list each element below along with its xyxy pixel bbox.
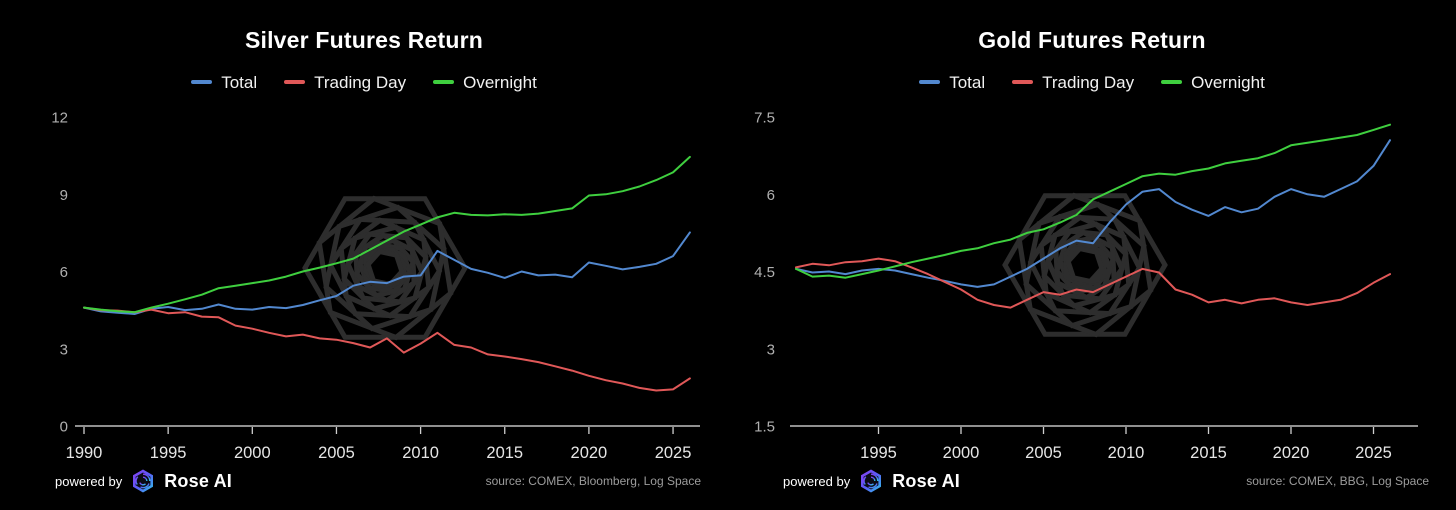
series-line-overnight (795, 123, 1391, 279)
y-axis-tick-label: 3 (60, 341, 68, 358)
x-axis-tick-label: 2005 (318, 444, 355, 462)
y-axis-tick-label: 4.5 (754, 264, 775, 281)
panel-silver: Silver Futures Return Total Trading Day … (0, 27, 728, 498)
total-line-swatch-icon (919, 80, 941, 84)
series-line-total (83, 231, 691, 315)
y-axis-tick-label: 6 (767, 187, 775, 204)
powered-by-text: powered by (55, 473, 123, 489)
x-axis-tick-label: 1995 (860, 444, 897, 462)
x-axis-tick-label: 2025 (1355, 444, 1392, 462)
x-axis-tick-label: 2010 (1108, 444, 1145, 462)
rose-ai-logo-icon (133, 469, 154, 493)
series-line-overnight (83, 155, 691, 314)
legend-gold: Total Trading Day Overnight (728, 71, 1456, 93)
x-axis-tick-label: 2005 (1025, 444, 1062, 462)
rose-watermark-icon (302, 195, 468, 341)
x-axis-tick-label: 2025 (655, 444, 692, 462)
footer-silver: powered by (55, 464, 701, 498)
chart-title-gold: Gold Futures Return (978, 27, 1206, 53)
x-axis-tick-label: 2000 (943, 444, 980, 462)
total-line-swatch-icon (191, 80, 213, 84)
series-line-total (795, 139, 1391, 288)
y-axis-tick-label: 0 (60, 419, 68, 436)
y-axis-tick-label: 9 (60, 187, 68, 204)
rose-ai-logo-icon (861, 469, 882, 493)
powered-by-text: powered by (783, 473, 851, 489)
legend-item-trading-day: Trading Day (1012, 74, 1134, 91)
x-axis-tick-label: 1990 (66, 444, 103, 462)
legend-item-overnight: Overnight (433, 74, 537, 91)
footer-gold: powered by Rose AI source: COMEX, BBG, L… (783, 464, 1429, 498)
source-caption-gold: source: COMEX, BBG, Log Space (1246, 474, 1429, 488)
legend-item-total: Total (191, 74, 257, 91)
x-axis-tick-label: 2015 (1190, 444, 1227, 462)
y-axis-tick-label: 1.5 (754, 419, 775, 436)
overnight-line-swatch-icon (1161, 80, 1183, 84)
source-caption-silver: source: COMEX, Bloomberg, Log Space (485, 474, 701, 488)
x-axis-tick-label: 2020 (1273, 444, 1310, 462)
legend-label-trading-day: Trading Day (314, 72, 407, 92)
legend-item-total: Total (919, 74, 985, 91)
trading-day-line-swatch-icon (284, 80, 306, 84)
powered-by-group: powered by (55, 468, 232, 494)
x-axis-tick-label: 2020 (571, 444, 608, 462)
legend-label-trading-day: Trading Day (1042, 72, 1135, 92)
rose-watermark-icon (1002, 192, 1168, 338)
legend-label-overnight: Overnight (463, 72, 537, 92)
legend-label-total: Total (221, 72, 258, 92)
legend-label-total: Total (949, 72, 986, 92)
series-line-trading-day (83, 306, 691, 392)
legend-silver: Total Trading Day Overnight (0, 71, 728, 93)
y-axis-tick-label: 7.5 (754, 110, 775, 127)
brand-name: Rose AI (164, 470, 232, 491)
chart-plot-gold: 1.5 3 4.5 6 7.5 1995 2000 2005 2010 2015 2020 2025 (754, 110, 1418, 462)
brand-name: Rose AI (892, 470, 960, 491)
trading-day-line-swatch-icon (1012, 80, 1034, 84)
legend-label-overnight: Overnight (1191, 72, 1265, 92)
x-axis-tick-label: 1995 (150, 444, 187, 462)
x-axis-tick-label: 2000 (234, 444, 271, 462)
series-line-trading-day (795, 257, 1391, 309)
panel-gold: Gold Futures Return Total Trading Day Ov… (728, 0, 1456, 510)
legend-item-trading-day: Trading Day (284, 74, 406, 91)
x-axis-tick-label: 2015 (486, 444, 523, 462)
overnight-line-swatch-icon (433, 80, 455, 84)
chart-title-silver: Silver Futures Return (244, 27, 484, 53)
legend-item-overnight: Overnight (1161, 74, 1265, 91)
y-axis-tick-label: 6 (60, 264, 68, 281)
x-axis-tick-label: 2010 (402, 444, 439, 462)
powered-by-group: powered by Rose AI (783, 468, 960, 494)
y-axis-tick-label: 3 (767, 341, 775, 358)
chart-plot-silver: 0 3 6 9 12 1990 1995 2000 2005 2010 2015 2020 2025 (51, 110, 700, 462)
y-axis-tick-label: 12 (51, 110, 68, 127)
